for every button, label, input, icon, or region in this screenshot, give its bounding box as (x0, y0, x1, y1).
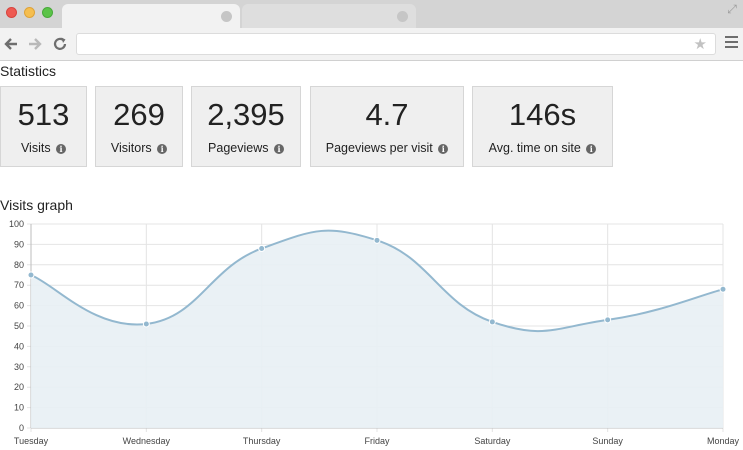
window-maximize-button[interactable] (42, 7, 53, 18)
y-tick-label: 100 (9, 219, 24, 229)
y-tick-label: 40 (14, 341, 24, 351)
stat-value: 146s (508, 97, 577, 132)
stat-label: Pageviews i (192, 141, 300, 155)
reload-icon[interactable] (51, 34, 69, 54)
data-point (488, 318, 496, 326)
y-tick-label: 20 (14, 382, 24, 392)
y-tick-label: 90 (14, 239, 24, 249)
x-tick-label: Tuesday (14, 436, 49, 446)
stat-label: Visits i (1, 141, 86, 155)
browser-chrome: ⤢ ★ (0, 0, 743, 61)
tab-close-icon[interactable] (397, 11, 408, 22)
stat-value: 269 (113, 97, 165, 132)
y-tick-label: 70 (14, 280, 24, 290)
stat-value: 2,395 (207, 97, 285, 132)
stat-card-visitors: 269 Visitors i (95, 86, 183, 167)
info-icon[interactable]: i (157, 144, 168, 154)
stat-label: Visitors i (96, 141, 182, 155)
y-tick-label: 10 (14, 403, 24, 413)
area-fill (31, 230, 723, 428)
navigation-bar: ★ (0, 28, 743, 61)
bookmark-star-icon[interactable]: ★ (693, 36, 707, 53)
window-minimize-button[interactable] (24, 7, 35, 18)
x-tick-label: Monday (707, 436, 740, 446)
data-point (604, 316, 612, 324)
info-icon[interactable]: i (586, 144, 597, 154)
browser-tab-active[interactable] (62, 4, 240, 28)
data-point (373, 236, 381, 244)
y-tick-label: 80 (14, 260, 24, 270)
address-bar-input[interactable]: ★ (76, 33, 716, 55)
hamburger-menu-icon[interactable] (725, 36, 738, 50)
x-tick-label: Saturday (474, 436, 511, 446)
x-tick-label: Friday (364, 436, 390, 446)
visits-chart: 0 10 20 30 40 50 60 70 80 90 100 Tuesday Wednesday Th… (9, 219, 740, 446)
data-point (719, 285, 727, 293)
y-tick-label: 0 (19, 423, 24, 433)
info-icon[interactable]: i (273, 144, 284, 154)
statistics-heading: Statistics (0, 63, 57, 79)
browser-tab-inactive[interactable] (242, 4, 416, 28)
stat-label: Pageviews per visit i (311, 141, 463, 155)
info-icon[interactable]: i (56, 144, 67, 154)
stat-card-pageviews: 2,395 Pageviews i (191, 86, 301, 167)
window-close-button[interactable] (6, 7, 17, 18)
tab-strip: ⤢ (0, 0, 743, 28)
forward-arrow-icon[interactable] (26, 34, 44, 54)
y-tick-label: 30 (14, 362, 24, 372)
x-tick-label: Sunday (592, 436, 623, 446)
y-tick-label: 60 (14, 301, 24, 311)
visits-graph-heading: Visits graph (0, 197, 73, 213)
data-point (27, 271, 35, 279)
info-icon[interactable]: i (438, 144, 449, 154)
data-point (142, 320, 150, 328)
fullscreen-icon[interactable]: ⤢ (727, 2, 737, 16)
back-arrow-icon[interactable] (2, 34, 20, 54)
stat-value: 4.7 (365, 97, 409, 132)
stat-value: 513 (17, 97, 70, 132)
stat-label: Avg. time on site i (473, 141, 612, 155)
stat-card-visits: 513 Visits i (0, 86, 87, 167)
x-tick-label: Thursday (243, 436, 281, 446)
stat-card-avg-time: 146s Avg. time on site i (472, 86, 613, 167)
data-point (258, 244, 266, 252)
tab-close-icon[interactable] (221, 11, 232, 22)
stat-card-pageviews-per-visit: 4.7 Pageviews per visit i (310, 86, 464, 167)
x-tick-label: Wednesday (123, 436, 171, 446)
y-tick-label: 50 (14, 321, 24, 331)
